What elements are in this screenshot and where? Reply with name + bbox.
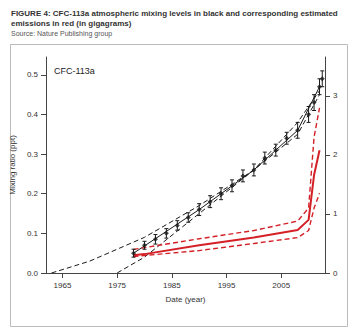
svg-text:0.2: 0.2 [27, 189, 39, 198]
svg-text:FIGURE 4: CFC-113a atmospheric: FIGURE 4: CFC-113a atmospheric mixing le… [11, 9, 340, 18]
svg-text:1975: 1975 [108, 281, 126, 290]
svg-text:1: 1 [333, 209, 338, 218]
svg-text:2: 2 [333, 150, 338, 159]
svg-text:1995: 1995 [218, 281, 236, 290]
svg-text:0.0: 0.0 [27, 269, 39, 278]
svg-text:0: 0 [333, 269, 338, 278]
svg-text:1985: 1985 [163, 281, 181, 290]
svg-text:emissions in red (in gigagrams: emissions in red (in gigagrams) [11, 19, 132, 28]
svg-text:1965: 1965 [54, 281, 72, 290]
svg-text:3: 3 [333, 91, 338, 100]
svg-text:Source: Nature Publishing grou: Source: Nature Publishing group [11, 30, 112, 38]
svg-text:0.3: 0.3 [27, 150, 39, 159]
svg-text:2005: 2005 [272, 281, 290, 290]
svg-text:0.4: 0.4 [27, 110, 39, 119]
svg-text:0.1: 0.1 [27, 229, 39, 238]
svg-text:0.5: 0.5 [27, 70, 39, 79]
svg-text:Mixing ratio (ppt): Mixing ratio (ppt) [8, 135, 17, 195]
svg-text:Date (year): Date (year) [166, 295, 206, 304]
svg-text:CFC-113a: CFC-113a [54, 66, 95, 76]
